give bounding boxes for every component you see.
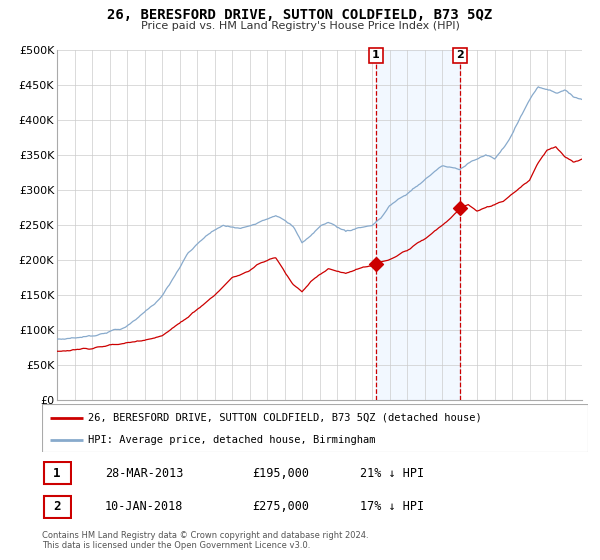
Text: 2: 2 — [53, 500, 61, 514]
Text: 2: 2 — [456, 50, 464, 60]
Text: Contains HM Land Registry data © Crown copyright and database right 2024.: Contains HM Land Registry data © Crown c… — [42, 531, 368, 540]
Text: 10-JAN-2018: 10-JAN-2018 — [105, 500, 184, 514]
Text: 26, BERESFORD DRIVE, SUTTON COLDFIELD, B73 5QZ (detached house): 26, BERESFORD DRIVE, SUTTON COLDFIELD, B… — [88, 413, 482, 423]
Text: 1: 1 — [372, 50, 380, 60]
Text: £195,000: £195,000 — [252, 466, 309, 480]
Text: 1: 1 — [53, 466, 61, 480]
Text: HPI: Average price, detached house, Birmingham: HPI: Average price, detached house, Birm… — [88, 435, 376, 445]
Text: 21% ↓ HPI: 21% ↓ HPI — [360, 466, 424, 480]
Text: This data is licensed under the Open Government Licence v3.0.: This data is licensed under the Open Gov… — [42, 541, 310, 550]
FancyBboxPatch shape — [42, 404, 588, 452]
Point — [371, 259, 381, 268]
Text: Price paid vs. HM Land Registry's House Price Index (HPI): Price paid vs. HM Land Registry's House … — [140, 21, 460, 31]
Point — [455, 203, 465, 212]
Text: 26, BERESFORD DRIVE, SUTTON COLDFIELD, B73 5QZ: 26, BERESFORD DRIVE, SUTTON COLDFIELD, B… — [107, 8, 493, 22]
FancyBboxPatch shape — [44, 462, 71, 484]
FancyBboxPatch shape — [44, 496, 71, 518]
Bar — [376, 50, 460, 400]
Text: £275,000: £275,000 — [252, 500, 309, 514]
Text: 28-MAR-2013: 28-MAR-2013 — [105, 466, 184, 480]
Text: 17% ↓ HPI: 17% ↓ HPI — [360, 500, 424, 514]
